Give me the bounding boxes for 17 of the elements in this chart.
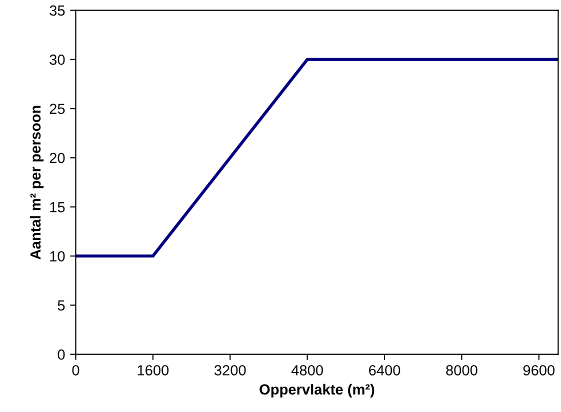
y-tick-label: 10	[50, 251, 65, 262]
x-tick-label: 4800	[291, 365, 323, 376]
y-tick-label: 20	[50, 152, 65, 164]
y-tick-label: 0	[58, 349, 65, 360]
y-tick-label: 30	[50, 54, 65, 65]
y-tick-label: 35	[50, 5, 65, 16]
y-tick-label: 15	[50, 202, 65, 212]
x-axis-title: Oppervlakte (m²)	[260, 384, 374, 398]
y-tick-label: 25	[50, 104, 65, 114]
x-tick-label: 3200	[214, 365, 246, 376]
x-tick-label: 0	[72, 365, 80, 376]
x-tick-label: 1600	[138, 365, 169, 376]
x-tick-label: 6400	[369, 365, 400, 376]
y-axis-title: Aantal m² per persoon	[30, 106, 44, 260]
y-tick-label: 5	[58, 300, 65, 311]
x-tick-label: 8000	[446, 365, 478, 376]
x-tick-label: 9600	[523, 365, 555, 376]
